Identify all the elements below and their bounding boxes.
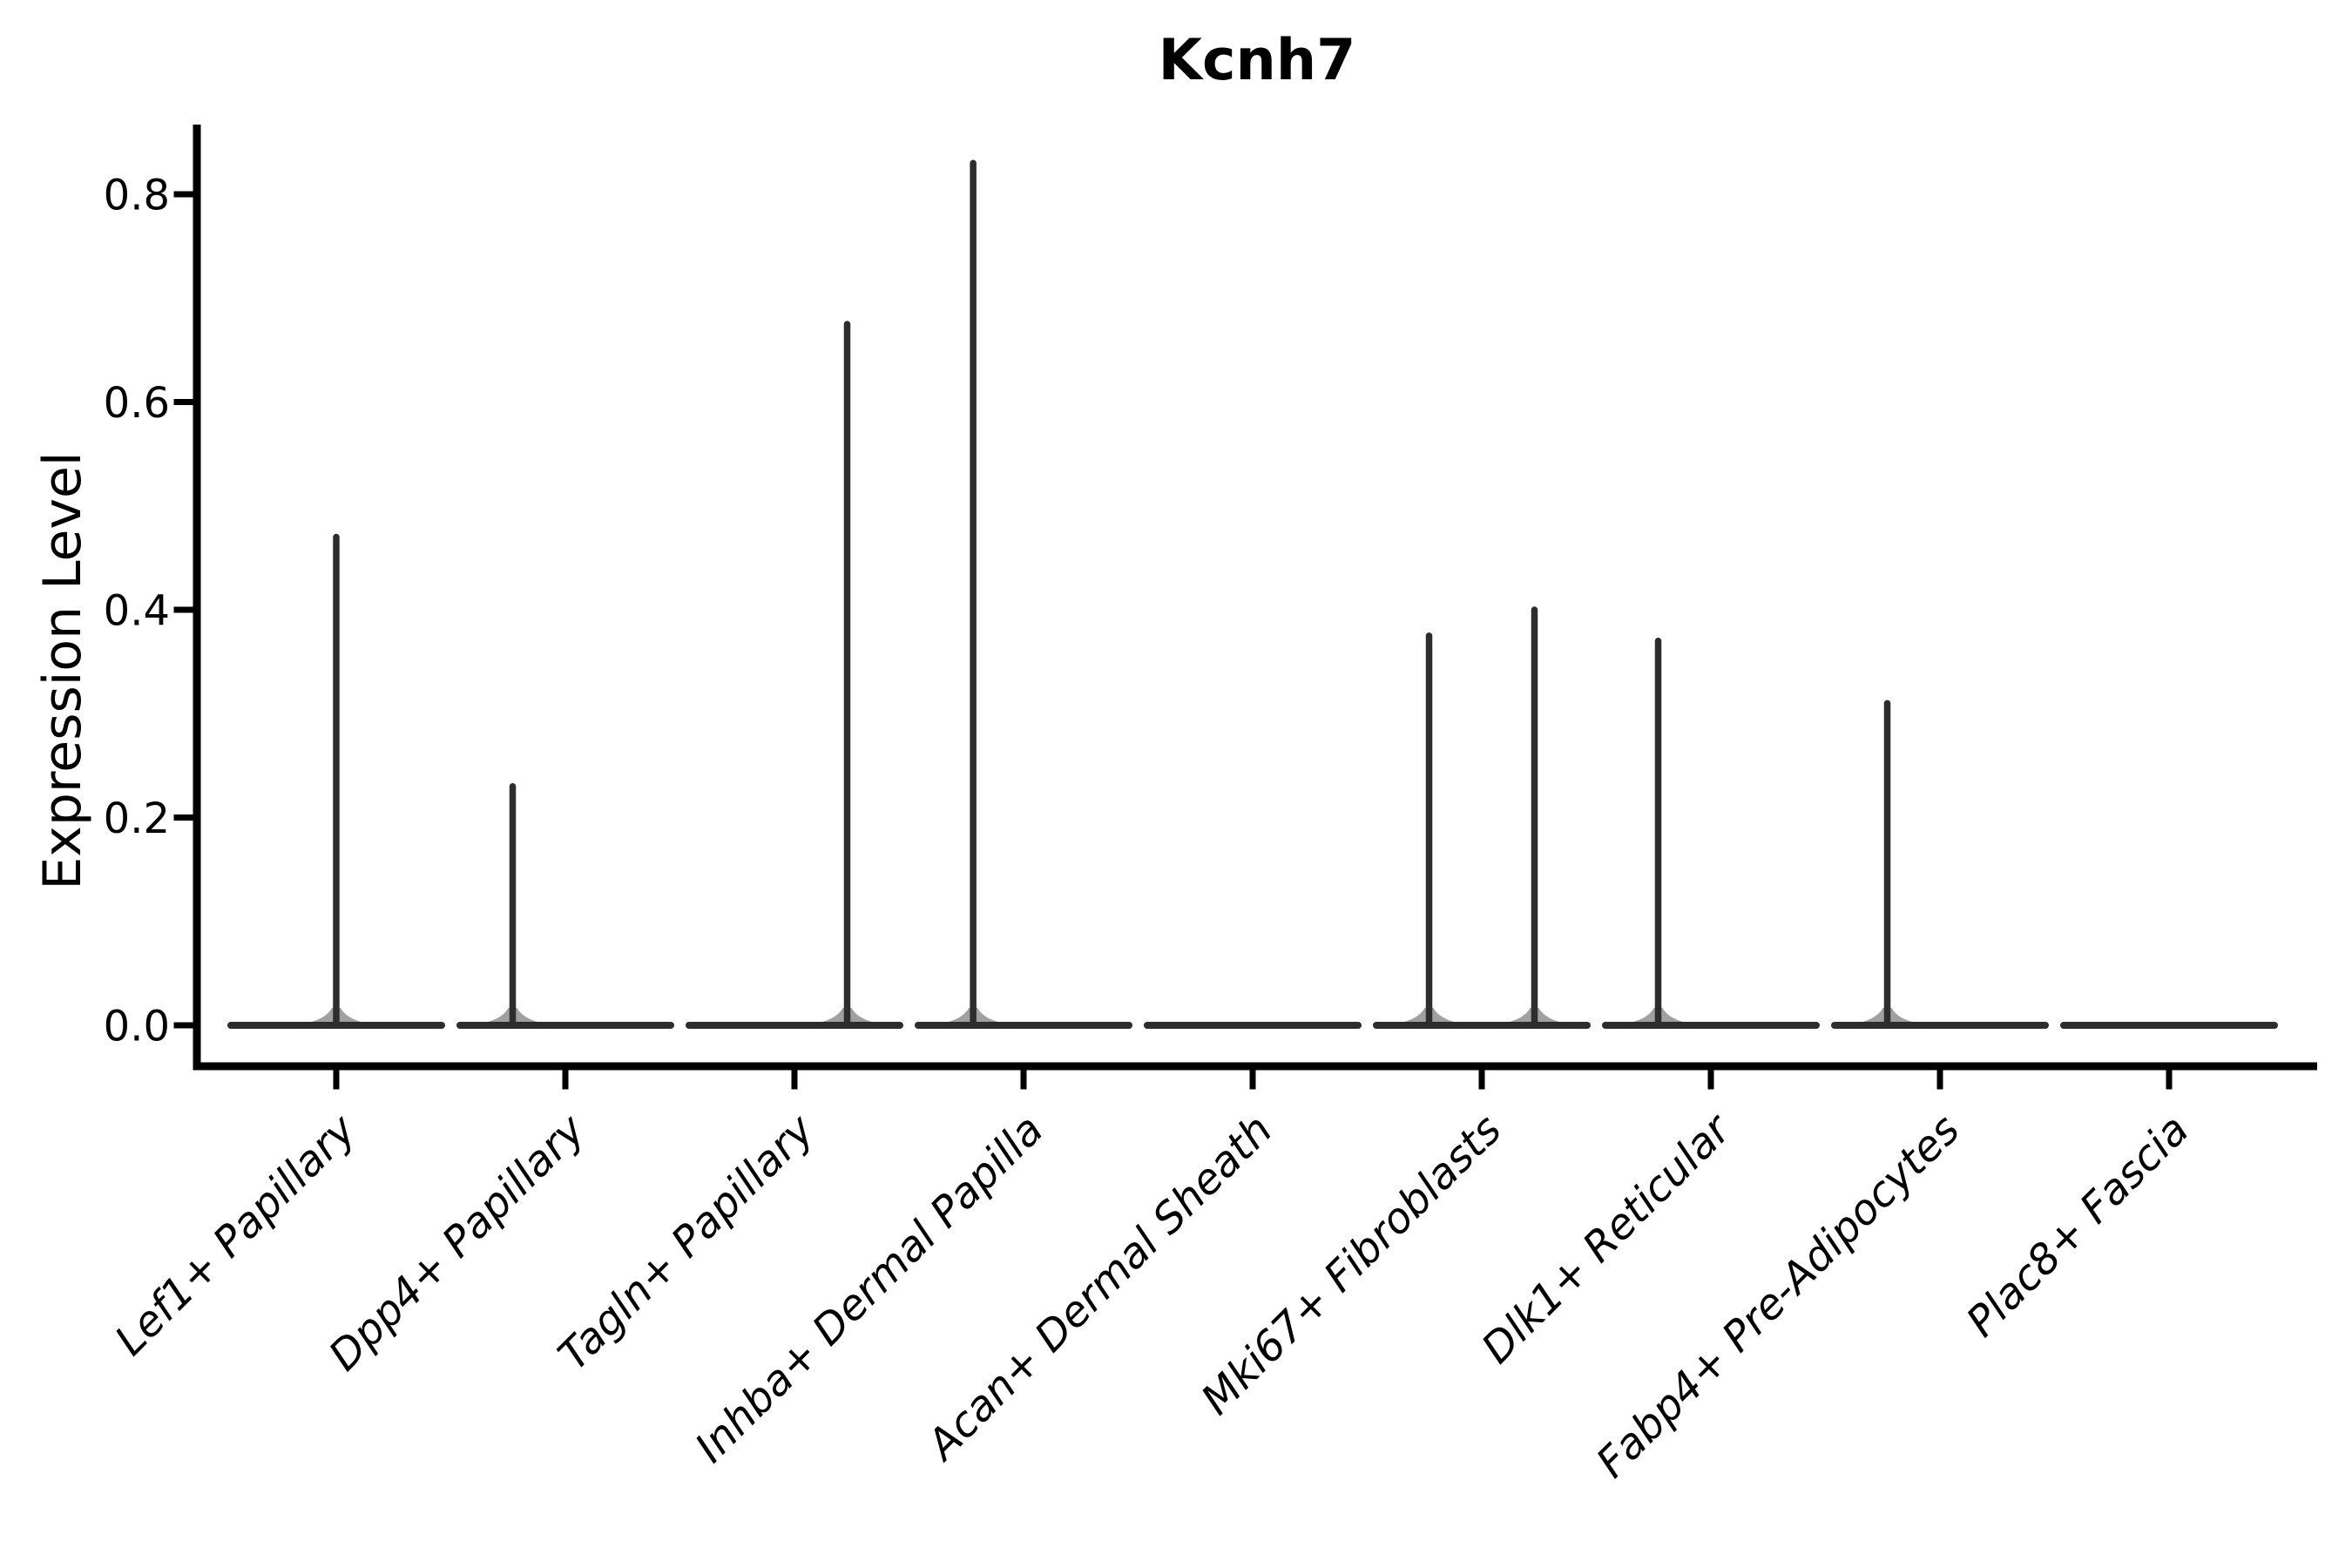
y-tick-label: 0.4: [104, 586, 170, 635]
y-tick-label: 0.8: [104, 171, 170, 220]
x-tick-label: Dlk1+ Reticular: [1472, 1104, 1742, 1374]
x-tick-label: Tagln+ Papillary: [549, 1105, 824, 1380]
chart-title: Kcnh7: [1158, 28, 1356, 93]
y-tick-label: 0.6: [104, 379, 170, 428]
x-tick-label: Dpp4+ Papillary: [320, 1105, 595, 1380]
x-tick-label: Fabp4+ Pre-Adipocytes: [1587, 1105, 1970, 1488]
x-tick-label: Plac8+ Fascia: [1957, 1105, 2199, 1347]
y-tick-label: 0.2: [104, 794, 170, 843]
y-tick-label: 0.0: [104, 1002, 170, 1051]
x-tick-label: Lef1+ Papillary: [105, 1105, 366, 1365]
